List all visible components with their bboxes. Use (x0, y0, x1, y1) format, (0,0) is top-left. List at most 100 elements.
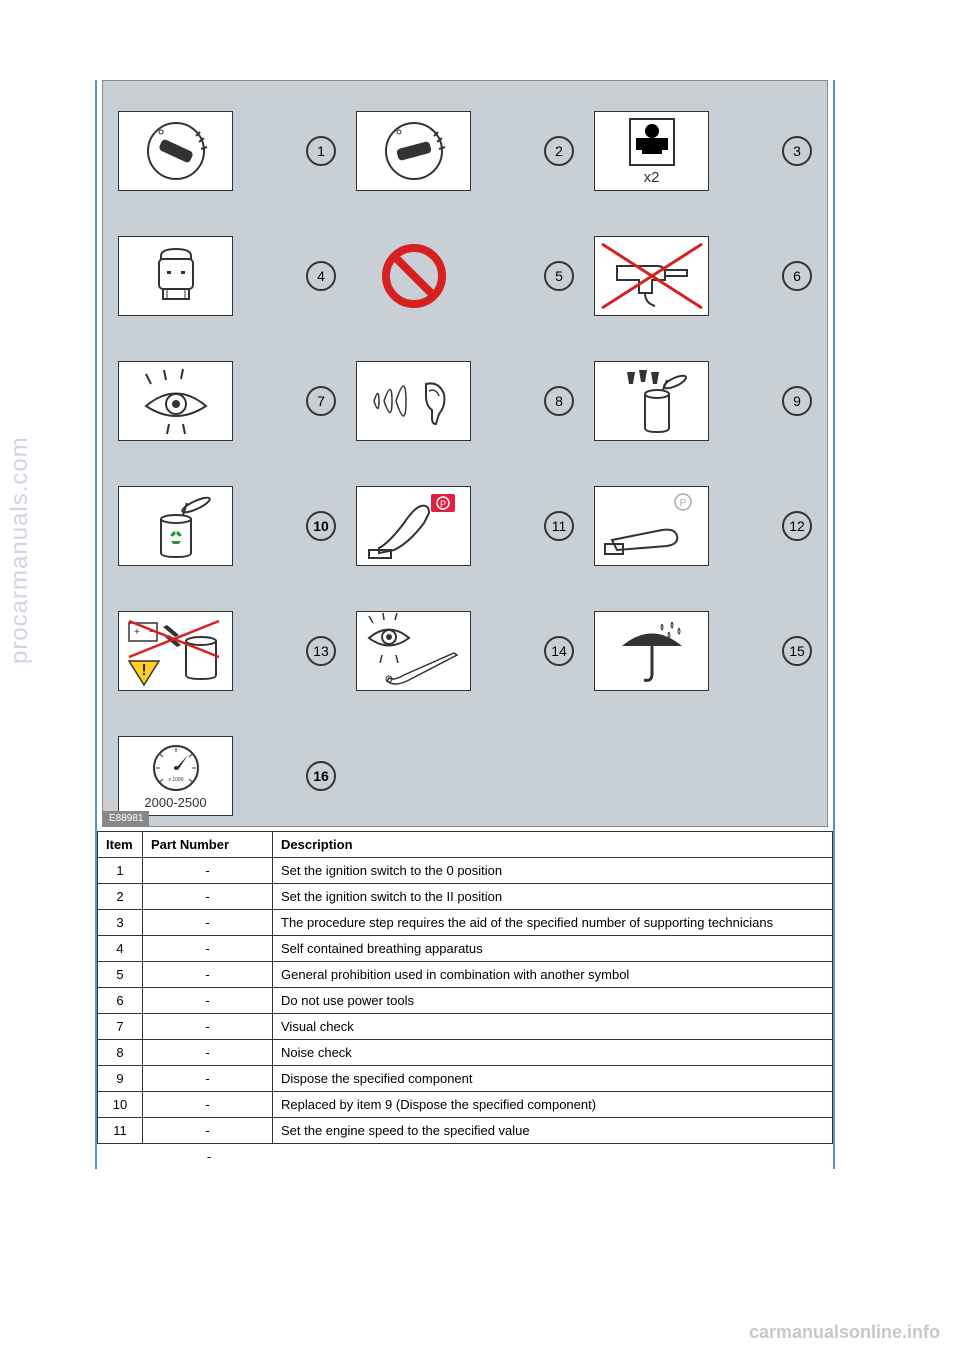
cell-desc: Set the engine speed to the specified va… (273, 1118, 833, 1144)
description-table: Item Part Number Description 1-Set the i… (97, 831, 833, 1144)
noise-check-symbol (356, 361, 471, 441)
header-part: Part Number (143, 832, 273, 858)
cell-desc: General prohibition used in combination … (273, 962, 833, 988)
table-row: 8-Noise check (98, 1040, 833, 1066)
diagram-cell-11: P 11 (356, 486, 574, 566)
table-row: 3-The procedure step requires the aid of… (98, 910, 833, 936)
callout-16: 16 (306, 761, 336, 791)
callout-7: 7 (306, 386, 336, 416)
cell-part: - (143, 1014, 273, 1040)
cell-desc: Replaced by item 9 (Dispose the specifie… (273, 1092, 833, 1118)
diagram-cell-9: 9 (594, 361, 812, 441)
diagram-cell-15: 15 (594, 611, 812, 691)
svg-text:+: + (134, 627, 140, 638)
callout-6: 6 (782, 261, 812, 291)
engine-speed-value: 2000-2500 (144, 795, 206, 810)
table-row: 4-Self contained breathing apparatus (98, 936, 833, 962)
callout-15: 15 (782, 636, 812, 666)
cell-part: - (143, 1118, 273, 1144)
cell-desc: Noise check (273, 1040, 833, 1066)
cell-part: - (143, 962, 273, 988)
callout-3: 3 (782, 136, 812, 166)
diagram-cell-4: 4 (118, 236, 336, 316)
svg-text:P: P (679, 498, 686, 509)
technicians-symbol: x2 (594, 111, 709, 191)
cell-item: 9 (98, 1066, 143, 1092)
diagram-cell-2: 2 (356, 111, 574, 191)
diagram-cell-14: 14 (356, 611, 574, 691)
cell-part: - (143, 1092, 273, 1118)
prohibition-symbol (356, 236, 471, 316)
callout-12: 12 (782, 511, 812, 541)
callout-2: 2 (544, 136, 574, 166)
cell-desc: The procedure step requires the aid of t… (273, 910, 833, 936)
parking-brake-off-symbol: P (594, 486, 709, 566)
technicians-count: x2 (644, 169, 660, 186)
header-item: Item (98, 832, 143, 858)
diagram-cell-1: 1 (118, 111, 336, 191)
watermark-bottom: carmanualsonline.info (749, 1322, 940, 1343)
cell-desc: Do not use power tools (273, 988, 833, 1014)
cell-item: 2 (98, 884, 143, 910)
cell-desc: Dispose the specified component (273, 1066, 833, 1092)
cell-item: 11 (98, 1118, 143, 1144)
dispose-symbol (594, 361, 709, 441)
diagram-cell-7: 7 (118, 361, 336, 441)
diagram-cell-8: 8 (356, 361, 574, 441)
cell-part: - (143, 910, 273, 936)
cell-part: - (143, 1066, 273, 1092)
keep-dry-symbol (594, 611, 709, 691)
parking-brake-on-symbol: P (356, 486, 471, 566)
cell-item: 3 (98, 910, 143, 936)
svg-text:P: P (439, 499, 445, 509)
ignition-two-symbol (356, 111, 471, 191)
header-desc: Description (273, 832, 833, 858)
svg-text:x 1000: x 1000 (168, 777, 183, 783)
diagram-id: E88981 (103, 811, 149, 826)
cell-item: 10 (98, 1092, 143, 1118)
cell-part: - (143, 884, 273, 910)
diagram-cell-12: P 12 (594, 486, 812, 566)
diagram-cell-13: + − ! 13 (118, 611, 336, 691)
table-row: 10-Replaced by item 9 (Dispose the speci… (98, 1092, 833, 1118)
cell-desc: Visual check (273, 1014, 833, 1040)
cell-item: 5 (98, 962, 143, 988)
ignition-zero-symbol (118, 111, 233, 191)
watermark-left: procarmanuals.com (6, 436, 34, 664)
diagram-cell-6: 6 (594, 236, 812, 316)
diagram-cell-10: 10 (118, 486, 336, 566)
table-row: 7-Visual check (98, 1014, 833, 1040)
dispose-recycle-symbol (118, 486, 233, 566)
diagram-grid: 1 2 (118, 111, 812, 816)
no-power-tools-symbol (594, 236, 709, 316)
page-content: 1 2 (95, 80, 835, 1169)
diagram-cell-16: x 1000 2000-2500 16 (118, 736, 336, 816)
callout-5: 5 (544, 261, 574, 291)
callout-4: 4 (306, 261, 336, 291)
engine-speed-symbol: x 1000 2000-2500 (118, 736, 233, 816)
no-battery-dispose-symbol: + − ! (118, 611, 233, 691)
cell-item: 8 (98, 1040, 143, 1066)
diagram-cell-5: 5 (356, 236, 574, 316)
cell-part: - (143, 936, 273, 962)
table-row: 1-Set the ignition switch to the 0 posit… (98, 858, 833, 884)
cell-item: 4 (98, 936, 143, 962)
table-row: 2-Set the ignition switch to the II posi… (98, 884, 833, 910)
callout-10: 10 (306, 511, 336, 541)
table-header-row: Item Part Number Description (98, 832, 833, 858)
diagram-panel: 1 2 (102, 80, 828, 827)
cell-desc: Set the ignition switch to the 0 positio… (273, 858, 833, 884)
diagram-cell-3: x2 3 (594, 111, 812, 191)
table-row: 9-Dispose the specified component (98, 1066, 833, 1092)
cell-item: 7 (98, 1014, 143, 1040)
callout-1: 1 (306, 136, 336, 166)
cell-part: - (143, 1040, 273, 1066)
cell-item: 6 (98, 988, 143, 1014)
orphan-part-dash: - (144, 1144, 274, 1169)
svg-text:!: ! (141, 662, 146, 679)
cell-desc: Set the ignition switch to the II positi… (273, 884, 833, 910)
callout-8: 8 (544, 386, 574, 416)
cell-desc: Self contained breathing apparatus (273, 936, 833, 962)
callout-9: 9 (782, 386, 812, 416)
callout-11: 11 (544, 511, 574, 541)
